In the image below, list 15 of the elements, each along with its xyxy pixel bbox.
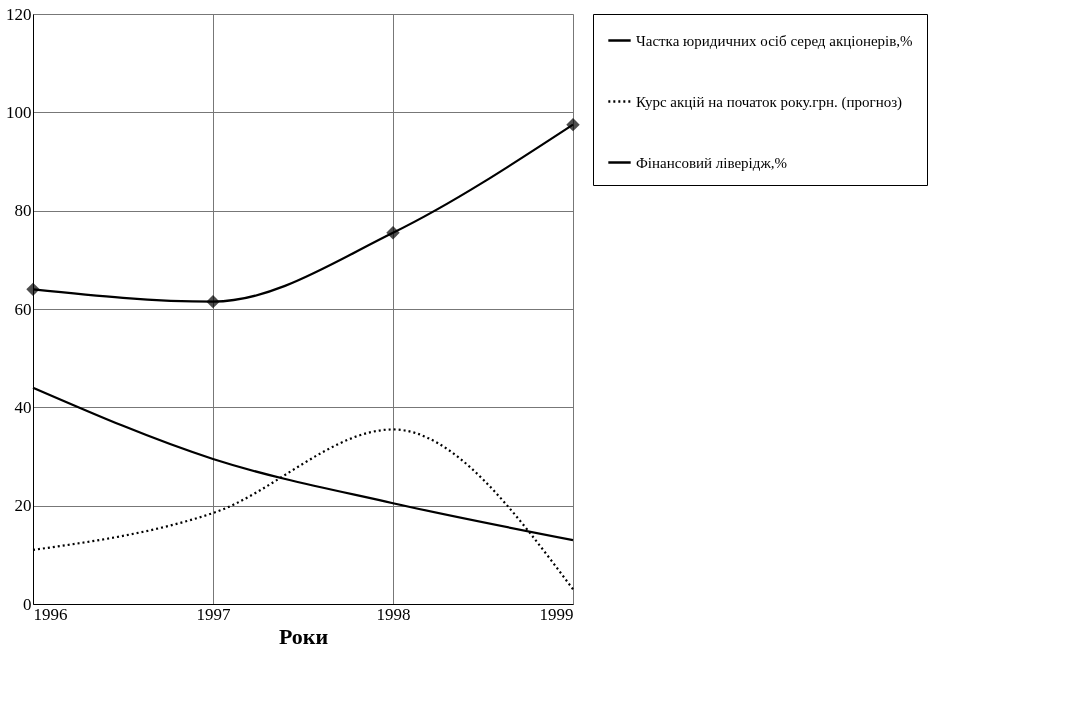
- legend-label: Фінансовий ліверідж,%: [636, 154, 787, 171]
- y-tick-label: 0: [23, 594, 32, 614]
- x-axis-title: Роки: [278, 623, 329, 649]
- y-tick-label: 80: [14, 201, 32, 221]
- legend-label: Курс акцій на початок року.грн. (прогноз): [636, 93, 903, 111]
- y-tick-label: 100: [6, 102, 32, 122]
- y-tick-label: 40: [14, 397, 32, 417]
- y-tick-label: 120: [6, 4, 32, 24]
- x-tick-label: 1996: [33, 604, 68, 624]
- x-tick-label: 1999: [539, 604, 574, 624]
- x-tick-label: 1997: [196, 604, 231, 624]
- y-tick-label: 60: [14, 299, 32, 319]
- x-tick-label: 1998: [376, 604, 411, 624]
- y-tick-label: 20: [14, 496, 32, 516]
- legend-label: Частка юридичних осіб серед акціонерів,%: [636, 32, 913, 49]
